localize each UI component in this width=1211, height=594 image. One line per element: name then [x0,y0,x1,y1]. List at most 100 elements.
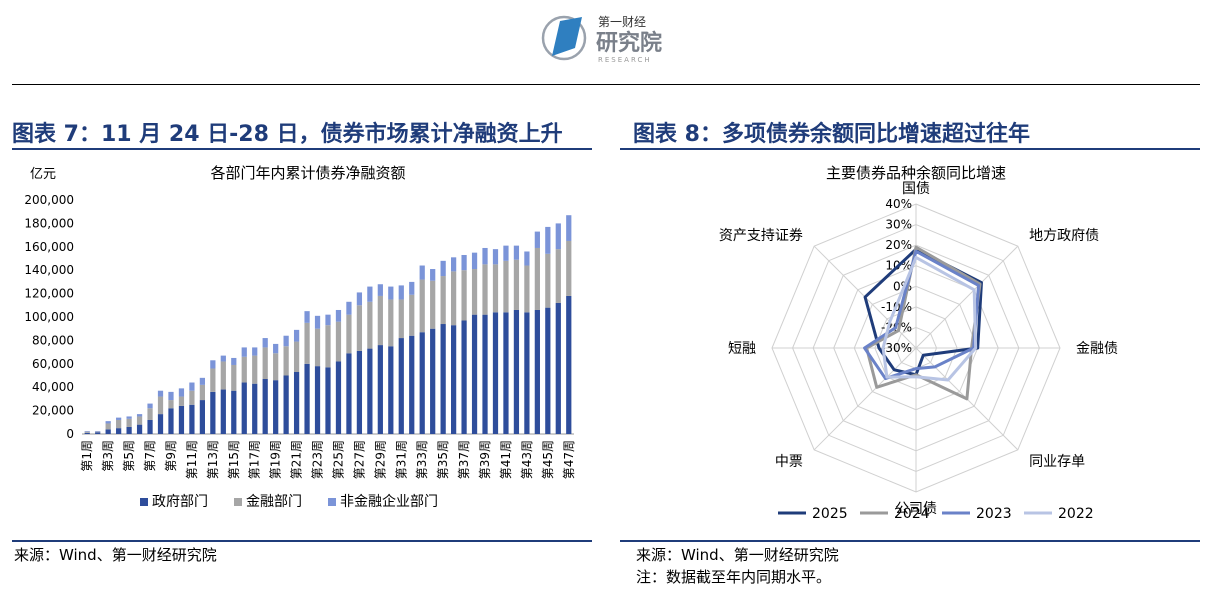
bar-segment [325,314,331,326]
bar-segment [545,307,551,434]
legend-swatch [328,498,336,506]
legend-label: 2022 [1058,506,1094,522]
radar-axis-label: 短融 [728,341,756,357]
bar-segment [534,309,540,434]
bar-segment [482,247,488,265]
bar-segment [304,363,310,434]
logo-emblem-shape [552,17,582,56]
x-tick-label: 第13周 [206,440,220,479]
bar-segment [492,312,499,434]
bar-segment [293,341,300,372]
figure8-footer-rule [620,540,1200,542]
radar-axis-label: 中票 [775,454,803,470]
logo-big-text: 研究院 [596,30,662,56]
legend-swatch [234,498,242,506]
bar-segment [210,391,216,434]
bar-segment [220,389,226,434]
x-tick-label: 第1周 [80,440,94,472]
bar-segment [492,264,499,313]
bar-segment [430,280,436,329]
bar-segment [451,257,457,272]
bar-segment [262,347,268,380]
bar-segment [126,426,132,434]
x-tick-label: 第45周 [541,440,555,479]
radar-series-line [881,255,978,382]
bar-segment [252,383,258,434]
figure7-source: 来源：Wind、第一财经研究院 [14,546,217,564]
bar-segment [555,223,561,250]
bar-segment [482,264,488,315]
bar-segment [367,286,373,302]
radar-axis-label: 金融债 [1076,341,1118,357]
bar-segment [241,347,247,357]
y-tick-label: 60,000 [32,357,74,371]
bar-segment [136,416,143,425]
bar-segment [335,361,342,434]
bar-segment [440,260,446,277]
y-tick-label: 160,000 [24,240,74,254]
bar-segment [178,405,185,434]
bar-segment [451,271,457,326]
bar-segment [293,371,300,434]
legend-label: 2024 [894,506,930,522]
bar-segment [388,286,394,300]
bar-segment [178,388,185,397]
bar-segment [304,311,310,323]
radar-axis-label: 同业存单 [1029,454,1085,470]
bar-segment [545,253,551,308]
x-tick-label: 第15周 [227,440,241,479]
y-tick-label: 200,000 [24,193,74,207]
bar-segment [199,400,205,434]
bar-segment [545,226,551,254]
bar-segment [168,408,174,434]
bar-segment [252,347,258,356]
bar-segment [95,431,101,433]
radial-tick-label: 20% [885,238,912,252]
bar-segment [346,353,352,434]
bar-segment [555,302,561,434]
logo-sub-text: RESEARCH [598,56,652,64]
radar-spoke [813,347,917,451]
legend-label: 非金融企业部门 [340,493,438,510]
x-tick-label: 第35周 [436,440,450,479]
bar-segment [231,357,237,365]
bar-segment [534,247,540,310]
bar-segment [409,294,415,336]
bar-segment [325,367,331,434]
bar-segment [147,403,153,409]
chart-title: 各部门年内累计债券净融资额 [210,164,405,182]
bar-segment [388,299,394,347]
bar-segment [566,215,572,241]
x-tick-label: 第11周 [185,440,199,479]
legend-label: 2023 [976,506,1012,522]
bar-segment [409,335,415,434]
bar-segment [220,361,226,390]
bar-segment [440,276,446,325]
legend-label: 政府部门 [152,494,208,510]
research-logo: 第一财经 研究院 RESEARCH [541,15,662,64]
bar-segment [304,322,310,364]
bar-segment [283,346,289,376]
legend-label: 金融部门 [246,494,302,510]
bar-segment [346,314,352,354]
bar-segment [335,321,342,362]
y-tick-label: 120,000 [24,287,74,301]
bar-segment [262,338,268,348]
bar-segment [335,309,342,322]
bar-segment [346,301,352,315]
bar-segment [168,400,174,409]
bar-segment [178,396,185,406]
bar-segment [105,421,111,424]
figure7-heading: 图表 7：11 月 24 日-28 日，债券市场累计净融资上升 [12,122,563,147]
bar-segment [377,345,383,434]
bar-segment [461,320,467,434]
y-tick-label: 180,000 [24,216,74,230]
x-tick-label: 第33周 [415,440,429,479]
chart-title: 主要债券品种余额同比增速 [826,164,1006,182]
bar-segment [388,346,394,434]
bar-segment [398,338,404,434]
bar-segment [84,432,90,434]
radar-axis-label: 国债 [902,181,930,197]
y-tick-label: 20,000 [32,404,74,418]
bar-segment [461,270,467,321]
